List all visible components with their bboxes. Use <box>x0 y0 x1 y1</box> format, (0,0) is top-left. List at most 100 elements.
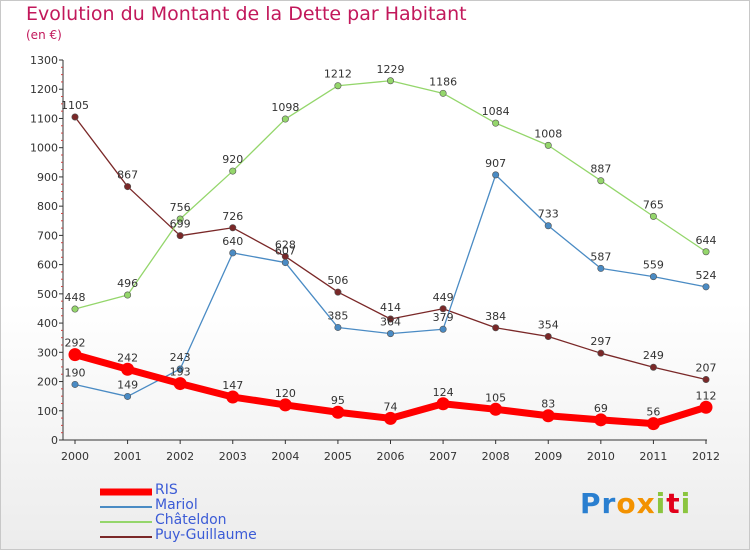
series-point-Mariol <box>544 222 552 230</box>
legend-swatch <box>100 488 152 495</box>
proxiti-logo: Proxiti <box>580 487 691 520</box>
series-point-Puy-Guillaume <box>597 349 605 357</box>
data-label-RIS: 105 <box>485 391 506 404</box>
series-point-Puy-Guillaume <box>649 363 657 371</box>
y-tick-label: 1000 <box>30 142 58 155</box>
x-tick-label: 2012 <box>692 450 720 463</box>
y-tick-label: 700 <box>37 229 58 242</box>
x-tick-label: 2010 <box>587 450 615 463</box>
data-label-Puy-Guillaume: 384 <box>485 310 506 323</box>
series-point-Mariol <box>334 323 342 331</box>
x-tick-label: 2008 <box>482 450 510 463</box>
series-point-Puy-Guillaume <box>492 324 500 332</box>
series-point-Puy-Guillaume <box>544 333 552 341</box>
y-tick-label: 1300 <box>30 54 58 67</box>
x-tick-label: 2005 <box>324 450 352 463</box>
series-point-Puy-Guillaume <box>71 113 79 121</box>
series-point-Puy-Guillaume <box>702 375 710 383</box>
series-line-Puy-Guillaume <box>74 116 707 381</box>
x-tick-label: 2006 <box>377 450 405 463</box>
y-tick-label: 600 <box>37 259 58 272</box>
data-label-Châteldon: 1084 <box>482 105 510 118</box>
data-label-Châteldon: 765 <box>643 198 664 211</box>
series-point-Châteldon <box>229 167 237 175</box>
data-label-Mariol: 607 <box>275 245 296 258</box>
data-label-Châteldon: 1212 <box>324 68 352 81</box>
series-point-Puy-Guillaume <box>124 183 132 191</box>
y-tick-label: 100 <box>37 405 58 418</box>
data-label-Mariol: 379 <box>433 311 454 324</box>
data-label-Châteldon: 1098 <box>271 101 299 114</box>
x-tick-label: 2002 <box>166 450 194 463</box>
series-point-Puy-Guillaume <box>229 224 237 232</box>
series-point-Châteldon <box>439 89 447 97</box>
series-line-Châteldon <box>74 80 707 310</box>
data-label-Châteldon: 920 <box>222 153 243 166</box>
series-point-Châteldon <box>702 248 710 256</box>
series-point-Châteldon <box>124 291 132 299</box>
data-label-Puy-Guillaume: 1105 <box>61 99 89 112</box>
data-label-Mariol: 907 <box>485 157 506 170</box>
data-label-Puy-Guillaume: 414 <box>380 301 401 314</box>
data-label-RIS: 95 <box>331 394 345 407</box>
data-label-Châteldon: 644 <box>696 234 717 247</box>
series-point-Mariol <box>597 264 605 272</box>
data-label-RIS: 74 <box>384 400 398 413</box>
data-label-RIS: 124 <box>433 386 454 399</box>
series-point-RIS <box>278 398 292 412</box>
series-point-Châteldon <box>544 141 552 149</box>
logo-letter: i <box>680 487 692 520</box>
series-point-RIS <box>489 402 503 416</box>
series-point-Châteldon <box>649 212 657 220</box>
data-label-Puy-Guillaume: 726 <box>222 210 243 223</box>
data-label-Mariol: 190 <box>65 366 86 379</box>
data-label-Châteldon: 448 <box>65 291 86 304</box>
series-point-Mariol <box>649 273 657 281</box>
y-tick-label: 900 <box>37 171 58 184</box>
data-label-RIS: 56 <box>646 406 660 419</box>
logo-letter: o <box>616 487 637 520</box>
data-label-Mariol: 640 <box>222 235 243 248</box>
series-point-Mariol <box>176 365 184 373</box>
data-label-Mariol: 149 <box>117 378 138 391</box>
data-label-Puy-Guillaume: 207 <box>696 361 717 374</box>
data-label-Mariol: 587 <box>590 250 611 263</box>
data-label-Mariol: 733 <box>538 208 559 221</box>
x-tick-label: 2003 <box>219 450 247 463</box>
series-point-Puy-Guillaume <box>439 305 447 313</box>
series-point-Mariol <box>702 283 710 291</box>
data-label-Châteldon: 496 <box>117 277 138 290</box>
data-label-Châteldon: 1008 <box>534 127 562 140</box>
data-label-Puy-Guillaume: 354 <box>538 319 559 332</box>
data-label-Puy-Guillaume: 867 <box>117 169 138 182</box>
data-label-Châteldon: 756 <box>170 201 191 214</box>
logo-letter: x <box>636 487 656 520</box>
y-tick-label: 800 <box>37 200 58 213</box>
chart-title: Evolution du Montant de la Dette par Hab… <box>26 3 467 25</box>
series-point-Mariol <box>492 171 500 179</box>
data-label-RIS: 292 <box>65 337 86 350</box>
legend-label: RIS <box>155 482 178 498</box>
series-point-RIS <box>436 397 450 411</box>
data-label-Puy-Guillaume: 249 <box>643 349 664 362</box>
y-tick-label: 0 <box>51 434 58 447</box>
data-label-Mariol: 559 <box>643 259 664 272</box>
series-point-Mariol <box>124 392 132 400</box>
series-point-RIS <box>541 409 555 423</box>
series-point-RIS <box>384 411 397 425</box>
logo-letter: t <box>666 487 681 520</box>
logo-letter: i <box>655 487 667 520</box>
y-tick-label: 300 <box>37 346 58 359</box>
series-point-Châteldon <box>281 115 289 123</box>
data-label-Puy-Guillaume: 628 <box>275 238 296 251</box>
data-label-Mariol: 364 <box>380 316 401 329</box>
legend-swatch <box>100 535 152 538</box>
data-label-RIS: 112 <box>696 389 717 402</box>
y-tick-label: 400 <box>37 317 58 330</box>
series-point-Mariol <box>229 249 237 257</box>
series-point-RIS <box>173 377 187 391</box>
x-tick-label: 2011 <box>639 450 667 463</box>
data-label-RIS: 120 <box>275 387 296 400</box>
